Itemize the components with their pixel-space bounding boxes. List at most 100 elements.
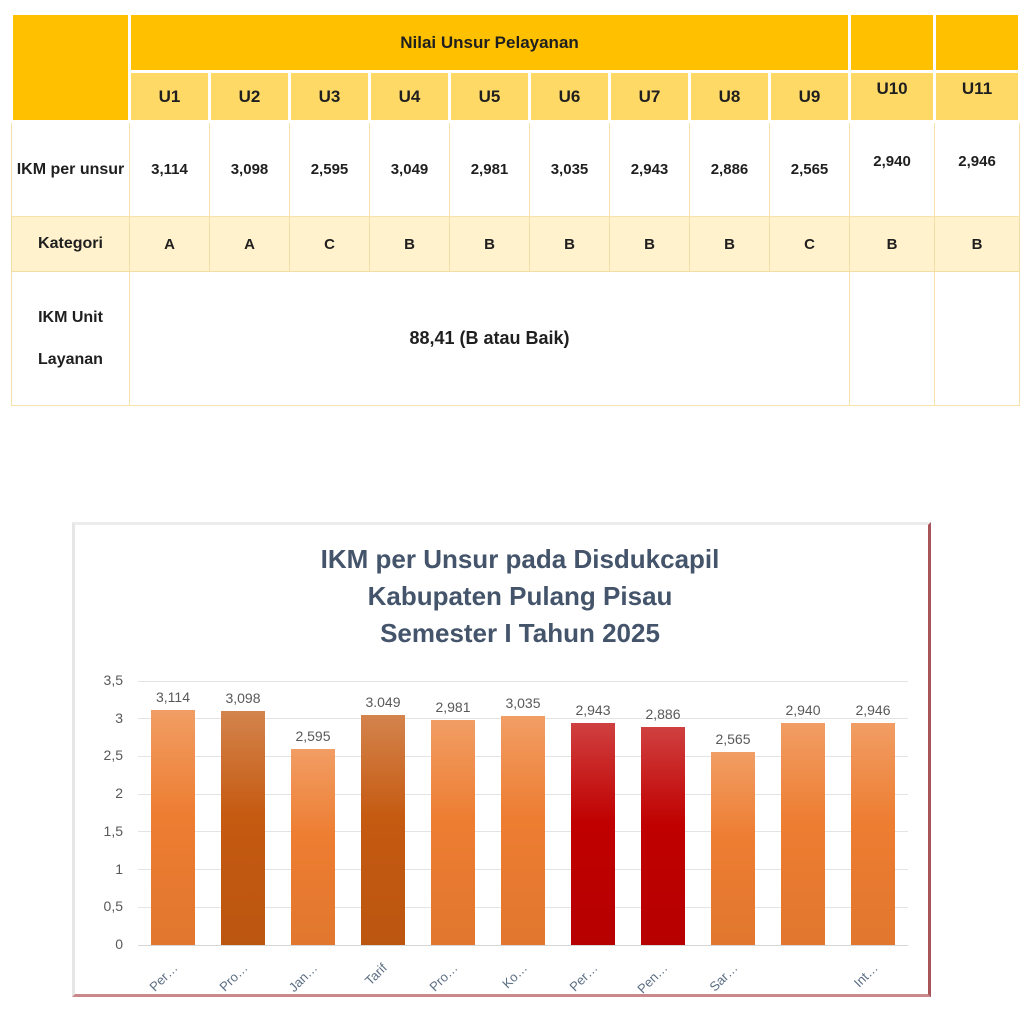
col-header-u9: U9 (767, 70, 852, 123)
group-header-cell: Nilai Unsur Pelayanan (127, 12, 852, 73)
bar-u8 (641, 727, 685, 945)
bar-slot-2: 3,098 (208, 681, 278, 945)
kategori-value-u8: B (689, 216, 770, 272)
x-axis-category-label-2: Pro… (216, 960, 251, 995)
bar-value-label-u10: 2,940 (785, 702, 821, 719)
kategori-value-u5: B (449, 216, 530, 272)
bar-value-label-u5: 2,981 (435, 699, 471, 716)
ikm-value-u5: 2,981 (449, 121, 530, 217)
ikm-bar-chart: IKM per Unsur pada Disdukcapil Kabupaten… (72, 522, 931, 997)
bar-slot-1: 3,114 (138, 681, 208, 945)
table-row-ikm-per-unsur: IKM per unsur 3,114 3,098 2,595 3,049 2,981 3… (11, 121, 1021, 217)
x-axis-category-label-5: Pro… (426, 960, 461, 995)
x-axis-category-label-9: Sar… (706, 960, 741, 995)
bar-value-label-u11: 2,946 (855, 701, 891, 718)
ikm-value-u8: 2,886 (689, 121, 770, 217)
bar-slot-8: 2,886 (628, 681, 698, 945)
y-axis-tick-label-3,5: 3,5 (103, 672, 123, 688)
x-axis-category-label-7: Per… (566, 960, 601, 995)
ikm-value-u6: 3,035 (529, 121, 610, 217)
bar-value-label-u6: 3,035 (505, 695, 541, 712)
col-header-u4: U4 (368, 70, 451, 123)
col-header-u7: U7 (608, 70, 691, 123)
table-row-column-headers: U1 U2 U3 U4 U5 U6 U7 U8 U9 U10 U11 (12, 70, 1022, 123)
kategori-value-u3: C (289, 216, 370, 272)
col-header-u5: U5 (448, 70, 531, 123)
ikm-value-u2: 3,098 (209, 121, 290, 217)
table-row: Nilai Unsur Pelayanan (10, 12, 1022, 123)
kategori-value-u4: B (369, 216, 450, 272)
empty-cell-u10 (849, 271, 936, 406)
row-label-ikm-per-unsur: IKM per unsur (11, 121, 130, 217)
bar-value-label-u4: 3.049 (365, 694, 401, 711)
bar-u4 (361, 715, 405, 945)
row-label-kategori: Kategori (11, 216, 130, 272)
ikm-table: Nilai Unsur Pelayanan U1 U2 U3 U4 U5 U6 U7 U8 U9… (10, 12, 1022, 406)
gridline-3,5 (138, 680, 908, 682)
kategori-value-u11: B (934, 216, 1021, 272)
y-axis-tick-label-1: 1 (115, 860, 123, 877)
empty-cell-u11 (934, 271, 1021, 406)
kategori-value-u1: A (129, 216, 210, 272)
chart-title-line-3: Semester I Tahun 2025 (380, 618, 660, 648)
bar-u2 (221, 711, 265, 945)
bar-slot-6: 3,035 (488, 681, 558, 945)
y-axis-tick-label-2,5: 2,5 (103, 747, 123, 764)
kategori-value-u6: B (529, 216, 610, 272)
col-header-u10: U10 (848, 70, 937, 123)
bar-value-label-u8: 2,886 (645, 706, 681, 723)
x-axis: Per… Pro… Jan… Tarif Pro… Ko… Per… Pen… Sar… Int… (138, 952, 908, 997)
table-row-ikm-unit-layanan: IKM Unit Layanan 88,41 (B atau Baik) (11, 271, 1021, 406)
col-header-u2: U2 (208, 70, 291, 123)
bar-u1 (151, 710, 195, 945)
bar-slot-11: 2,946 (838, 681, 908, 945)
bar-u3 (291, 749, 335, 945)
bar-u10 (781, 723, 825, 945)
kategori-value-u10: B (849, 216, 936, 272)
y-axis-tick-label-0,5: 0,5 (103, 898, 123, 915)
bar-u6 (501, 716, 545, 945)
x-axis-category-label-6: Ko… (499, 960, 531, 992)
ikm-value-u1: 3,114 (129, 121, 210, 217)
bar-u9 (711, 751, 755, 945)
header-spacer-u10 (848, 12, 937, 73)
ikm-value-u7: 2,943 (609, 121, 690, 217)
bar-value-label-u9: 2,565 (715, 730, 751, 747)
chart-title-line-1: IKM per Unsur pada Disdukcapil (320, 544, 720, 574)
chart-title: IKM per Unsur pada Disdukcapil Kabupaten… (135, 541, 905, 652)
col-header-u3: U3 (288, 70, 371, 123)
y-axis-tick-label-0: 0 (115, 936, 123, 952)
ikm-value-u3: 2,595 (289, 121, 370, 217)
bar-slot-4: 3.049 (348, 681, 418, 945)
bar-u7 (571, 723, 615, 945)
ikm-value-u9: 2,565 (768, 121, 851, 217)
ikm-value-u11: 2,946 (934, 121, 1021, 217)
bar-slot-7: 2,943 (558, 681, 628, 945)
row-label-ikm-unit-layanan: IKM Unit Layanan (11, 271, 130, 406)
y-axis-tick-label-3: 3 (115, 709, 123, 726)
chart-title-line-2: Kabupaten Pulang Pisau (367, 581, 673, 611)
bar-u5 (431, 720, 475, 945)
kategori-value-u9: C (768, 216, 851, 272)
bar-slot-10: 2,940 (768, 681, 838, 945)
col-header-u8: U8 (688, 70, 771, 123)
col-header-u11: U11 (933, 70, 1022, 123)
ikm-unit-layanan-value: 88,41 (B atau Baik) (128, 271, 851, 406)
x-axis-category-label-3: Jan… (285, 960, 321, 995)
ikm-value-u10: 2,940 (849, 121, 936, 217)
bar-u11 (851, 722, 895, 945)
x-axis-category-label-11: Int… (850, 960, 881, 991)
gridline-0 (138, 944, 908, 946)
x-axis-category-label-8: Pen… (634, 960, 671, 997)
col-header-u1: U1 (128, 70, 211, 123)
y-axis-tick-label-2: 2 (115, 785, 123, 802)
x-axis-category-label-4: Tarif (362, 960, 391, 989)
bar-slot-3: 2,595 (278, 681, 348, 945)
corner-header-cell (10, 12, 131, 123)
header-spacer-u11 (933, 12, 1022, 73)
plot-area: 3,114 3,098 2,595 3.049 2,981 3,035 2,943 2,886… (138, 680, 908, 946)
bar-slot-5: 2,981 (418, 681, 488, 945)
x-axis-category-label-1: Per… (146, 960, 181, 995)
